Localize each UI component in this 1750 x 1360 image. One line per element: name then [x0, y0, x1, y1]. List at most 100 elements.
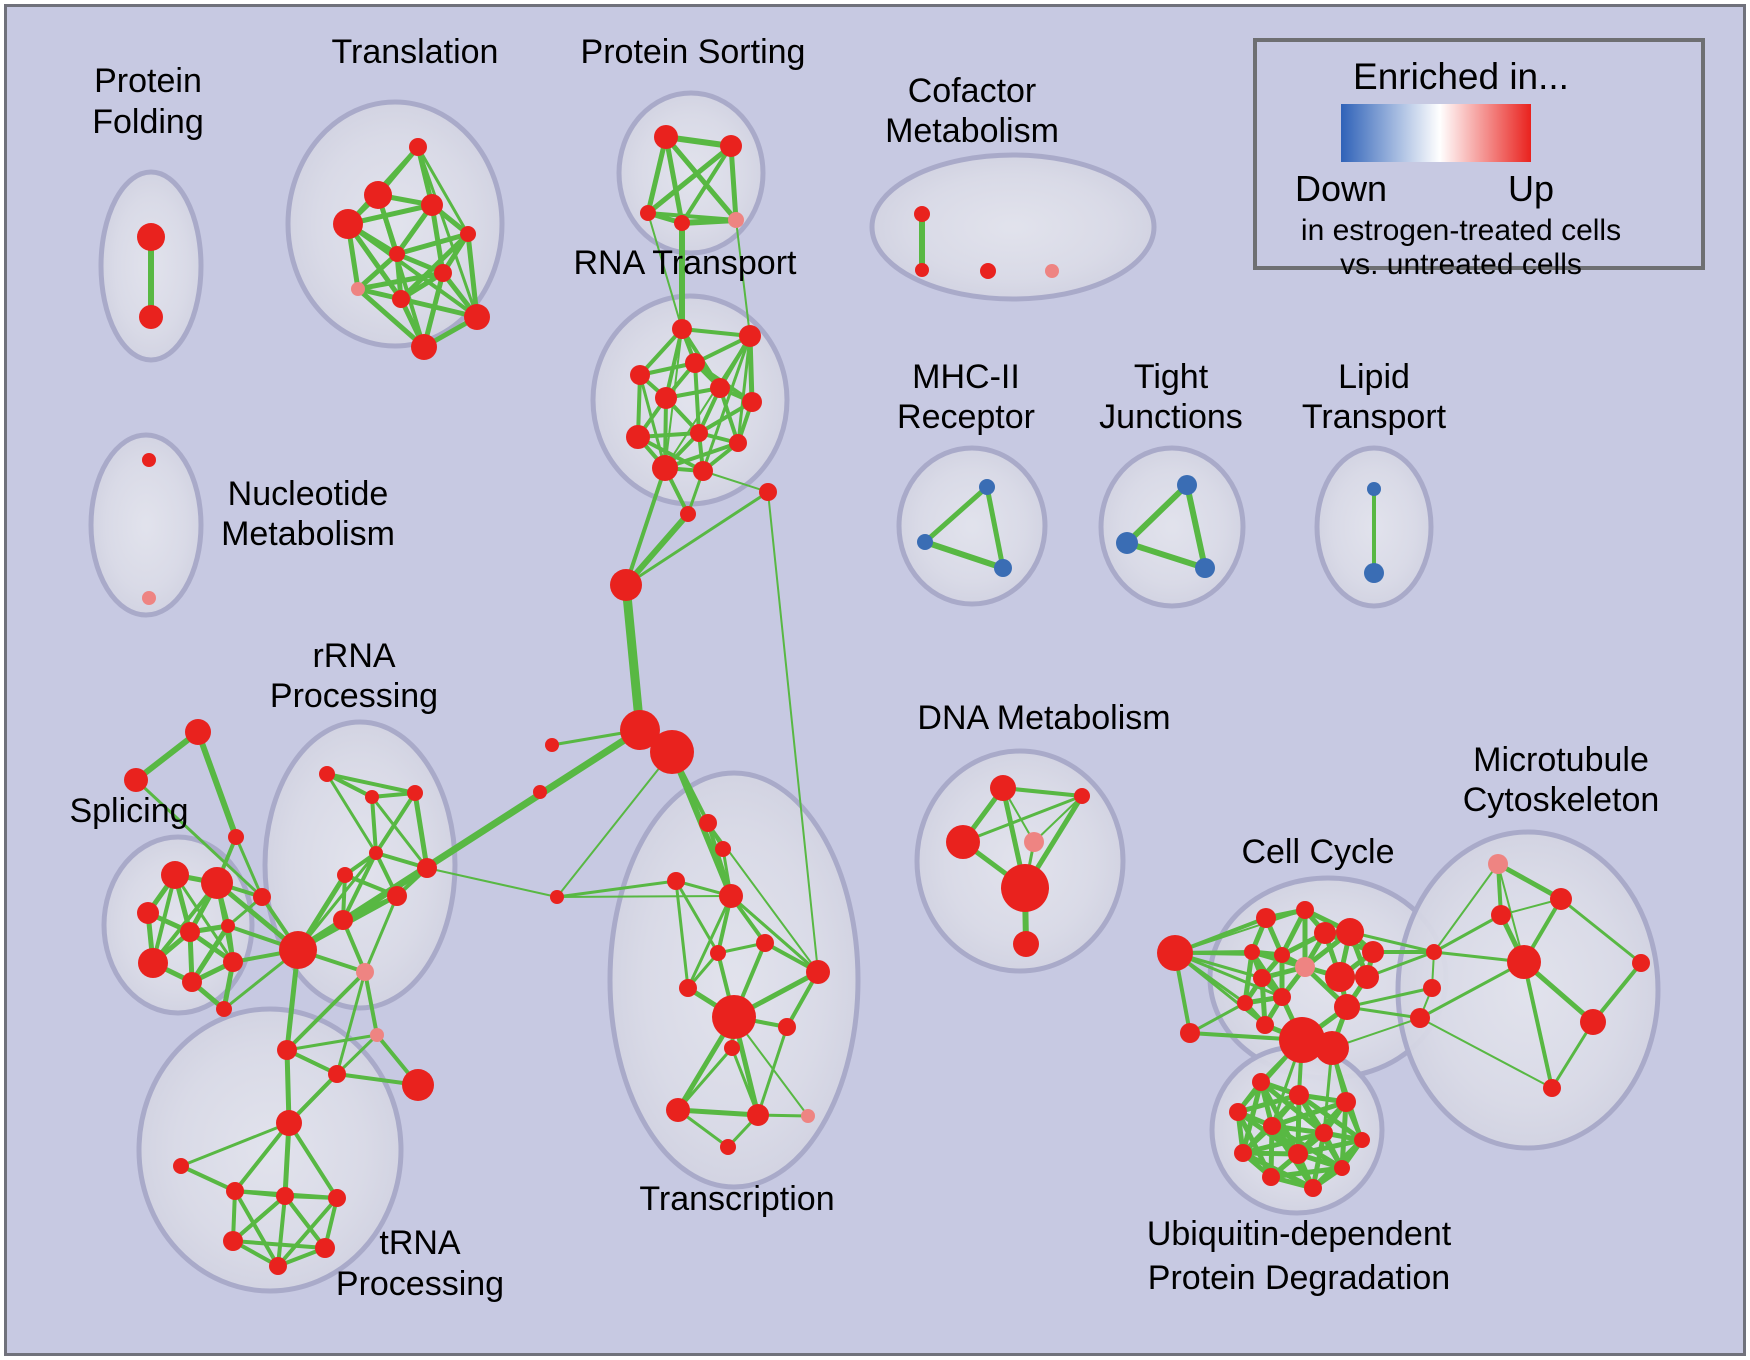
node-net-5[interactable]	[545, 738, 559, 752]
node-rna_transport-4[interactable]	[655, 387, 677, 409]
node-cellcycle-15[interactable]	[1180, 1023, 1200, 1043]
node-cellcycle-6[interactable]	[1244, 944, 1260, 960]
node-lipid-1[interactable]	[1364, 563, 1384, 583]
node-splicing-1[interactable]	[201, 867, 233, 899]
node-transcription-6[interactable]	[724, 1040, 740, 1056]
node-protein_sorting-2[interactable]	[640, 205, 656, 221]
node-cellcycle-17[interactable]	[1279, 1017, 1325, 1063]
node-transcription-5[interactable]	[778, 1018, 796, 1036]
node-splicing-5[interactable]	[138, 948, 168, 978]
node-cellcycle-13[interactable]	[1273, 988, 1291, 1006]
node-cofactor-1[interactable]	[915, 263, 929, 277]
node-trna-9[interactable]	[269, 1257, 287, 1275]
node-mhc-2[interactable]	[994, 559, 1012, 577]
node-translation-1[interactable]	[364, 181, 392, 209]
node-cellcycle-1[interactable]	[1256, 908, 1276, 928]
node-transcription-1[interactable]	[756, 934, 774, 952]
node-microtubule-5[interactable]	[1423, 979, 1441, 997]
node-dna-0[interactable]	[990, 775, 1016, 801]
node-trna-3[interactable]	[173, 1158, 189, 1174]
node-trna-2[interactable]	[276, 1110, 302, 1136]
node-tight-2[interactable]	[1195, 558, 1215, 578]
node-rrna-9[interactable]	[279, 931, 317, 969]
node-net-0[interactable]	[680, 506, 696, 522]
node-ubiquitin-5[interactable]	[1315, 1124, 1333, 1142]
node-dna-3[interactable]	[1024, 832, 1044, 852]
node-lipid-0[interactable]	[1367, 482, 1381, 496]
node-transcription-4[interactable]	[712, 995, 756, 1039]
node-splicing-3[interactable]	[180, 922, 200, 942]
node-translation-5[interactable]	[389, 246, 405, 262]
node-transcription-8[interactable]	[747, 1104, 769, 1126]
node-trna-0[interactable]	[277, 1040, 297, 1060]
node-rna_transport-7[interactable]	[626, 425, 650, 449]
node-microtubule-8[interactable]	[1632, 954, 1650, 972]
node-cellcycle-9[interactable]	[1253, 969, 1271, 987]
node-cellcycle-10[interactable]	[1325, 962, 1355, 992]
node-transcription-10[interactable]	[720, 1139, 736, 1155]
node-cellcycle-14[interactable]	[1334, 994, 1360, 1020]
node-rrna-3[interactable]	[369, 846, 383, 860]
node-rna_transport-8[interactable]	[690, 424, 708, 442]
node-rrna-7[interactable]	[333, 910, 353, 930]
node-cellcycle-18[interactable]	[1315, 1031, 1349, 1065]
node-rrna-10[interactable]	[370, 1028, 384, 1042]
node-mhc-0[interactable]	[979, 479, 995, 495]
node-trna-5[interactable]	[276, 1187, 294, 1205]
node-translation-2[interactable]	[333, 209, 363, 239]
node-ubiquitin-6[interactable]	[1354, 1132, 1370, 1148]
node-microtubule-4[interactable]	[1507, 945, 1541, 979]
node-rrna-1[interactable]	[365, 790, 379, 804]
node-dna-5[interactable]	[1013, 931, 1039, 957]
node-transcription-14[interactable]	[667, 872, 685, 890]
node-microtubule-9[interactable]	[1543, 1079, 1561, 1097]
node-mhc-1[interactable]	[917, 534, 933, 550]
node-net-9[interactable]	[124, 768, 148, 792]
node-translation-7[interactable]	[351, 282, 365, 296]
node-ubiquitin-10[interactable]	[1262, 1168, 1280, 1186]
node-microtubule-0[interactable]	[1426, 944, 1442, 960]
node-cellcycle-5[interactable]	[1362, 941, 1384, 963]
node-splicing-7[interactable]	[223, 952, 243, 972]
node-protein_sorting-3[interactable]	[674, 215, 690, 231]
node-dna-4[interactable]	[1001, 864, 1049, 912]
node-microtubule-3[interactable]	[1491, 905, 1511, 925]
node-ubiquitin-2[interactable]	[1336, 1092, 1356, 1112]
node-cellcycle-3[interactable]	[1314, 922, 1336, 944]
node-net-4[interactable]	[650, 730, 694, 774]
node-transcription-13[interactable]	[715, 841, 731, 857]
node-ubiquitin-4[interactable]	[1263, 1117, 1281, 1135]
node-trna-4[interactable]	[226, 1182, 244, 1200]
node-splicing-2[interactable]	[137, 902, 159, 924]
node-rna_transport-3[interactable]	[630, 365, 650, 385]
node-rna_transport-10[interactable]	[652, 455, 678, 481]
node-translation-8[interactable]	[392, 290, 410, 308]
node-ubiquitin-3[interactable]	[1229, 1103, 1247, 1121]
node-rrna-2[interactable]	[407, 785, 423, 801]
node-protein_folding-1[interactable]	[139, 305, 163, 329]
node-microtubule-7[interactable]	[1580, 1009, 1606, 1035]
node-tight-0[interactable]	[1177, 475, 1197, 495]
node-cellcycle-2[interactable]	[1296, 901, 1314, 919]
node-cellcycle-12[interactable]	[1237, 995, 1253, 1011]
node-transcription-3[interactable]	[679, 979, 697, 997]
node-trna-6[interactable]	[328, 1189, 346, 1207]
node-ubiquitin-9[interactable]	[1334, 1160, 1350, 1176]
node-cofactor-2[interactable]	[980, 263, 996, 279]
node-protein_sorting-4[interactable]	[728, 212, 744, 228]
node-protein_folding-0[interactable]	[137, 223, 165, 251]
node-rrna-12[interactable]	[253, 888, 271, 906]
node-net-10[interactable]	[228, 829, 244, 845]
node-rna_transport-6[interactable]	[742, 392, 762, 412]
node-net-6[interactable]	[533, 785, 547, 799]
node-rna_transport-2[interactable]	[685, 353, 705, 373]
node-splicing-6[interactable]	[182, 972, 202, 992]
node-rrna-5[interactable]	[417, 858, 437, 878]
node-dna-1[interactable]	[1074, 788, 1090, 804]
node-rna_transport-11[interactable]	[693, 461, 713, 481]
node-rrna-6[interactable]	[387, 886, 407, 906]
node-rna_transport-1[interactable]	[739, 325, 761, 347]
node-microtubule-1[interactable]	[1488, 854, 1508, 874]
node-net-7[interactable]	[550, 890, 564, 904]
node-splicing-0[interactable]	[161, 861, 189, 889]
